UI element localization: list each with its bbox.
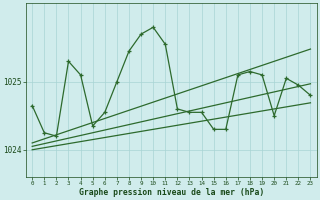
X-axis label: Graphe pression niveau de la mer (hPa): Graphe pression niveau de la mer (hPa) — [79, 188, 264, 197]
